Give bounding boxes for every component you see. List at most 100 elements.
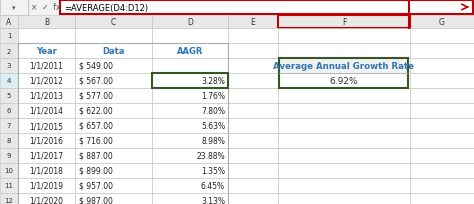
- Bar: [75, 148, 152, 163]
- Bar: [279, 74, 408, 89]
- Bar: [18, 148, 75, 163]
- Text: C: C: [111, 18, 116, 27]
- Text: 1: 1: [7, 33, 11, 39]
- Bar: [278, 16, 410, 29]
- Bar: [0, 0, 28, 16]
- Bar: [75, 103, 152, 118]
- Bar: [228, 44, 278, 59]
- Bar: [18, 103, 75, 118]
- Text: 12: 12: [5, 197, 13, 204]
- Bar: [152, 89, 228, 103]
- Bar: [228, 16, 278, 29]
- Text: $ 577.00: $ 577.00: [79, 92, 113, 101]
- Text: 11: 11: [4, 183, 13, 188]
- Bar: [75, 74, 152, 89]
- Bar: [152, 148, 228, 163]
- Text: 1/1/2014: 1/1/2014: [29, 106, 64, 115]
- Bar: [18, 59, 75, 74]
- Text: 10: 10: [4, 168, 13, 174]
- Bar: [228, 118, 278, 133]
- Bar: [18, 44, 75, 59]
- Text: 3.13%: 3.13%: [201, 196, 225, 204]
- Text: $ 716.00: $ 716.00: [79, 136, 113, 145]
- Bar: [278, 148, 410, 163]
- Text: G: G: [439, 18, 445, 27]
- Bar: [410, 148, 474, 163]
- Text: Data: Data: [102, 47, 125, 56]
- Bar: [228, 74, 278, 89]
- Bar: [75, 193, 152, 204]
- Bar: [152, 103, 228, 118]
- Bar: [18, 74, 75, 89]
- Bar: [278, 118, 410, 133]
- Text: 7: 7: [7, 123, 11, 129]
- Text: 7.80%: 7.80%: [201, 106, 225, 115]
- Bar: [228, 59, 278, 74]
- Bar: [18, 89, 75, 103]
- Bar: [0, 103, 18, 118]
- Text: $ 987.00: $ 987.00: [79, 196, 113, 204]
- Text: 6.92%: 6.92%: [329, 77, 358, 86]
- Bar: [152, 59, 228, 74]
- Text: 8: 8: [7, 138, 11, 144]
- Bar: [278, 178, 410, 193]
- Bar: [279, 59, 408, 74]
- Bar: [18, 178, 75, 193]
- Text: 3: 3: [7, 63, 11, 69]
- Text: E: E: [251, 18, 255, 27]
- Bar: [410, 178, 474, 193]
- Bar: [410, 74, 474, 89]
- Text: A: A: [6, 18, 12, 27]
- Bar: [228, 89, 278, 103]
- Bar: [278, 29, 410, 44]
- Text: 1/1/2012: 1/1/2012: [29, 77, 64, 86]
- Bar: [410, 16, 474, 29]
- Text: $ 657.00: $ 657.00: [79, 121, 113, 130]
- Bar: [18, 44, 228, 204]
- Bar: [410, 29, 474, 44]
- Bar: [75, 16, 152, 29]
- Bar: [0, 16, 18, 29]
- Bar: [18, 133, 75, 148]
- Bar: [18, 163, 75, 178]
- Bar: [75, 178, 152, 193]
- Bar: [278, 133, 410, 148]
- Bar: [228, 29, 278, 44]
- Bar: [152, 29, 228, 44]
- Text: $ 549.00: $ 549.00: [79, 62, 113, 71]
- Text: 1/1/2015: 1/1/2015: [29, 121, 64, 130]
- Bar: [0, 163, 18, 178]
- Bar: [410, 59, 474, 74]
- Text: 1/1/2018: 1/1/2018: [29, 166, 64, 175]
- Text: 1.35%: 1.35%: [201, 166, 225, 175]
- Text: $ 899.00: $ 899.00: [79, 166, 113, 175]
- Text: $ 567.00: $ 567.00: [79, 77, 113, 86]
- Bar: [152, 133, 228, 148]
- Text: B: B: [44, 18, 49, 27]
- Bar: [228, 178, 278, 193]
- Bar: [75, 133, 152, 148]
- Text: 5: 5: [7, 93, 11, 99]
- Bar: [75, 59, 152, 74]
- Bar: [0, 89, 18, 103]
- Text: 2: 2: [7, 48, 11, 54]
- Text: =AVERAGE(D4:D12): =AVERAGE(D4:D12): [64, 3, 148, 12]
- Text: 5.63%: 5.63%: [201, 121, 225, 130]
- Bar: [410, 163, 474, 178]
- Bar: [152, 178, 228, 193]
- Text: 9: 9: [7, 153, 11, 159]
- Text: D: D: [187, 18, 193, 27]
- Bar: [228, 103, 278, 118]
- Text: $ 622.00: $ 622.00: [79, 106, 113, 115]
- Bar: [152, 16, 228, 29]
- Text: 23.88%: 23.88%: [196, 151, 225, 160]
- Text: $ 957.00: $ 957.00: [79, 181, 113, 190]
- Bar: [278, 103, 410, 118]
- Text: ▾: ▾: [12, 5, 16, 11]
- Bar: [410, 103, 474, 118]
- Bar: [410, 118, 474, 133]
- Bar: [75, 163, 152, 178]
- Bar: [278, 74, 410, 89]
- Bar: [18, 193, 75, 204]
- Bar: [0, 193, 18, 204]
